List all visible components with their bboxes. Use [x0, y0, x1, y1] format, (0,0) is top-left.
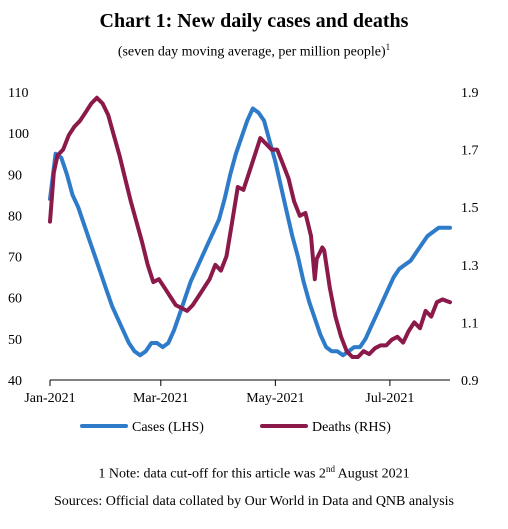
- y-left-tick-label: 60: [8, 292, 22, 307]
- y-left-tick-label: 70: [8, 251, 22, 266]
- subtitle-text: (seven day moving average, per million p…: [117, 44, 386, 60]
- footnote-text: 1 Note: data cut-off for this article wa…: [98, 466, 326, 482]
- y-left-tick-label: 50: [8, 333, 22, 348]
- footnote-text-end: August 2021: [334, 466, 410, 482]
- chart-axes: 40 50 60 70 80 90 100 110 0.9 1.1 1.3 1.5 1.7 1.9 Jan-…: [8, 86, 479, 406]
- legend-cases-label: Cases (LHS): [132, 420, 204, 435]
- x-tick-label: Mar-2021: [133, 391, 189, 406]
- chart-lines: [48, 95, 452, 359]
- y-left-tick-label: 110: [8, 86, 28, 101]
- legend-deaths-label: Deaths (RHS): [312, 420, 391, 435]
- sources-line: Sources: Official data collated by Our W…: [54, 494, 454, 509]
- footnote-superscript: nd: [325, 464, 335, 474]
- deaths-series-line: [48, 95, 452, 359]
- y-left-tick-label: 80: [8, 209, 22, 224]
- y-right-tick-label: 1.3: [461, 259, 479, 274]
- chart-legend: Cases (LHS) Deaths (RHS): [80, 420, 391, 435]
- y-right-tick-label: 1.9: [461, 86, 479, 101]
- y-right-tick-label: 1.1: [461, 316, 479, 331]
- y-right-tick-label: 1.5: [461, 201, 479, 216]
- y-left-tick-label: 40: [8, 374, 22, 389]
- x-tick-label: Jan-2021: [24, 391, 75, 406]
- chart-subtitle: (seven day moving average, per million p…: [0, 42, 508, 61]
- footnote: 1 Note: data cut-off for this article wa…: [0, 464, 508, 483]
- y-right-tick-label: 1.7: [461, 144, 479, 159]
- x-tick-label: Jul-2021: [365, 391, 414, 406]
- y-left-tick-label: 100: [8, 127, 29, 142]
- chart-title: Chart 1: New daily cases and deaths: [99, 10, 409, 32]
- y-right-tick-label: 0.9: [461, 374, 479, 389]
- subtitle-footnote-marker: 1: [385, 42, 391, 52]
- cases-series-line: [48, 106, 452, 358]
- y-left-tick-label: 90: [8, 168, 22, 183]
- x-tick-label: May-2021: [246, 391, 304, 406]
